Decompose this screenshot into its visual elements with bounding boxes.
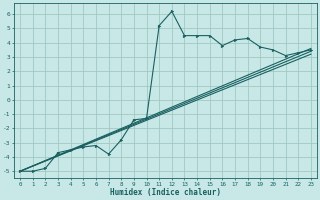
X-axis label: Humidex (Indice chaleur): Humidex (Indice chaleur) xyxy=(110,188,221,197)
